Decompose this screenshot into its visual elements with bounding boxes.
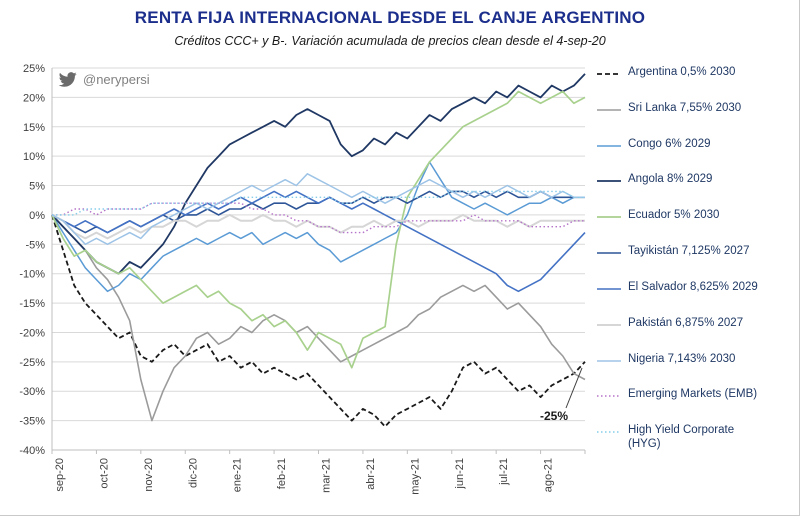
legend-swatch-el-salvador — [597, 288, 621, 290]
series-line-sri-lanka — [51, 214, 586, 422]
legend-item-hyg: High Yield Corporate (HYG) — [597, 424, 797, 452]
legend-swatch-pakistan — [597, 323, 621, 326]
price-variation-line-chart: 25% 20% 15% 10% 5% 0% -5% -10% -15% -20% -25% -30% -… — [19, 63, 586, 495]
annotation-label: -25% — [540, 409, 568, 423]
series-line-emb — [52, 202, 585, 234]
y-axis-tick-label: -35% — [19, 416, 45, 428]
y-axis-tick-label: 10% — [23, 151, 45, 163]
legend-swatch-congo — [597, 144, 621, 147]
legend-swatch-tayikistan — [597, 252, 621, 254]
legend-label: Emerging Markets (EMB) — [628, 388, 758, 401]
x-axis-tick-label: ene-21 — [232, 458, 244, 492]
legend-item-angola: Angola 8% 2029 — [597, 173, 797, 187]
legend-swatch-emb — [597, 395, 621, 398]
legend-swatch-nigeria — [597, 359, 621, 362]
y-axis-tick-label: 25% — [23, 63, 45, 75]
legend: Argentina 0,5% 2030 Sri Lanka 7,55% 2030 C… — [597, 66, 797, 452]
y-axis-tick-label: -15% — [19, 298, 45, 310]
y-axis-tick-label: 5% — [29, 181, 45, 193]
legend-label: Nigeria 7,143% 2030 — [628, 352, 736, 365]
annotation-callout-line — [565, 367, 583, 409]
legend-item-el-salvador: El Salvador 8,625% 2029 — [597, 281, 797, 295]
legend-item-argentina: Argentina 0,5% 2030 — [597, 66, 797, 80]
legend-swatch-ecuador — [597, 216, 621, 219]
x-axis-tick-label: mar-21 — [321, 458, 333, 493]
legend-label: Sri Lanka 7,55% 2030 — [628, 101, 742, 114]
legend-swatch-sri-lanka — [597, 109, 621, 111]
x-axis-tick-label: jun-21 — [454, 458, 466, 490]
series-line-angola — [51, 73, 586, 275]
y-axis-tick-label: 0% — [29, 210, 45, 222]
y-axis-tick-label: -30% — [19, 386, 45, 398]
y-axis-tick-label: -25% — [19, 357, 45, 369]
twitter-handle: @nerypersi — [83, 72, 150, 87]
series-line-hyg — [52, 190, 585, 216]
x-axis-tick-label: may-21 — [409, 458, 421, 495]
legend-label: El Salvador 8,625% 2029 — [628, 280, 758, 293]
x-axis-tick-label: dic-20 — [187, 458, 199, 488]
chart-title: RENTA FIJA INTERNACIONAL DESDE EL CANJE … — [134, 8, 646, 27]
legend-item-congo: Congo 6% 2029 — [597, 138, 797, 152]
x-axis-tick-label: oct-20 — [98, 458, 110, 489]
series-line-argentina — [51, 214, 586, 428]
legend-label: Congo 6% 2029 — [628, 137, 711, 150]
legend-item-ecuador: Ecuador 5% 2030 — [597, 209, 797, 223]
y-axis-tick-label: 20% — [23, 92, 45, 104]
series-line-ecuador — [51, 90, 586, 369]
y-axis-tick-label: -20% — [19, 327, 45, 339]
x-axis-tick-label: jul-21 — [498, 458, 510, 486]
series-line-pakistan — [51, 213, 585, 240]
legend-item-nigeria: Nigeria 7,143% 2030 — [597, 353, 797, 367]
legend-item-emb: Emerging Markets (EMB) — [597, 388, 797, 402]
x-axis-tick-label: feb-21 — [276, 458, 288, 489]
legend-swatch-hyg — [597, 431, 621, 433]
legend-label: Tayikistán 7,125% 2027 — [628, 245, 750, 258]
y-axis-tick-label: 15% — [23, 122, 45, 134]
chart-subtitle: Créditos CCC+ y B-. Variación acumulada … — [174, 34, 606, 48]
x-axis-tick-label: ago-21 — [543, 458, 555, 492]
legend-label: Argentina 0,5% 2030 — [628, 66, 736, 78]
legend-swatch-argentina — [597, 73, 621, 75]
y-axis-tick-label: -10% — [19, 269, 45, 281]
legend-swatch-angola — [597, 180, 621, 183]
legend-item-sri-lanka: Sri Lanka 7,55% 2030 — [597, 102, 797, 116]
series-line-el-salvador — [51, 190, 586, 293]
x-axis-tick-label: sep-20 — [54, 458, 66, 492]
legend-label: High Yield Corporate (HYG) — [628, 424, 735, 451]
x-axis-tick-label: abr-21 — [365, 458, 377, 490]
x-axis-tick-label: nov-20 — [143, 458, 155, 492]
y-axis-tick-label: -40% — [19, 445, 45, 457]
legend-label: Ecuador 5% 2030 — [628, 209, 720, 222]
legend-item-tayikistan: Tayikistán 7,125% 2027 — [597, 245, 797, 259]
legend-label: Pakistán 6,875% 2027 — [628, 316, 744, 329]
y-axis-tick-label: -5% — [25, 239, 45, 251]
twitter-watermark: @nerypersi — [58, 70, 150, 89]
twitter-bird-icon — [58, 70, 77, 89]
legend-label: Angola 8% 2029 — [628, 173, 713, 186]
legend-item-pakistan: Pakistán 6,875% 2027 — [597, 317, 797, 331]
